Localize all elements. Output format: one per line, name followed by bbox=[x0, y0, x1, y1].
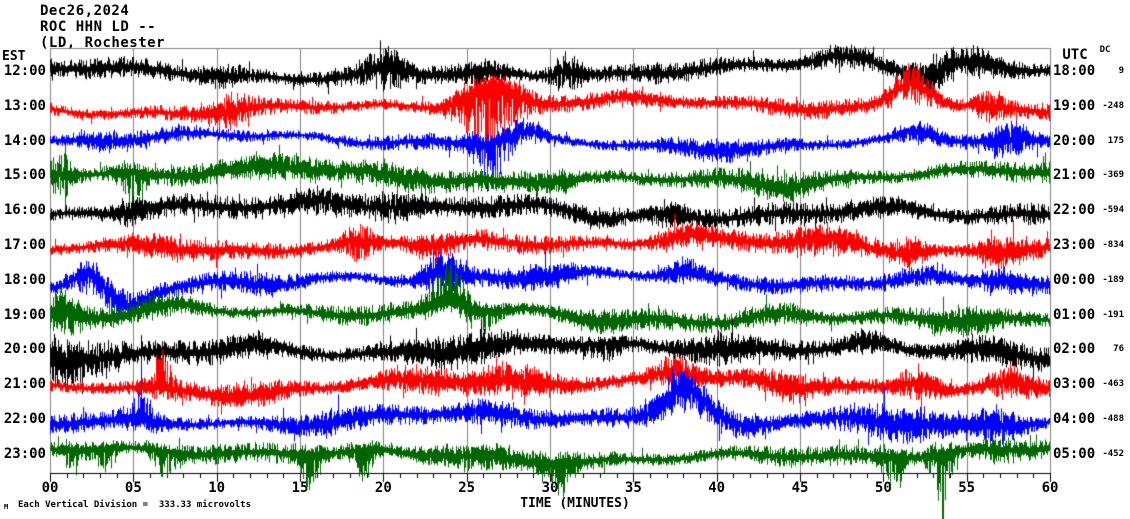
helicorder-page: { "header": { "date": "Dec26,2024", "sta… bbox=[0, 0, 1130, 519]
helicorder-canvas bbox=[0, 0, 1130, 519]
